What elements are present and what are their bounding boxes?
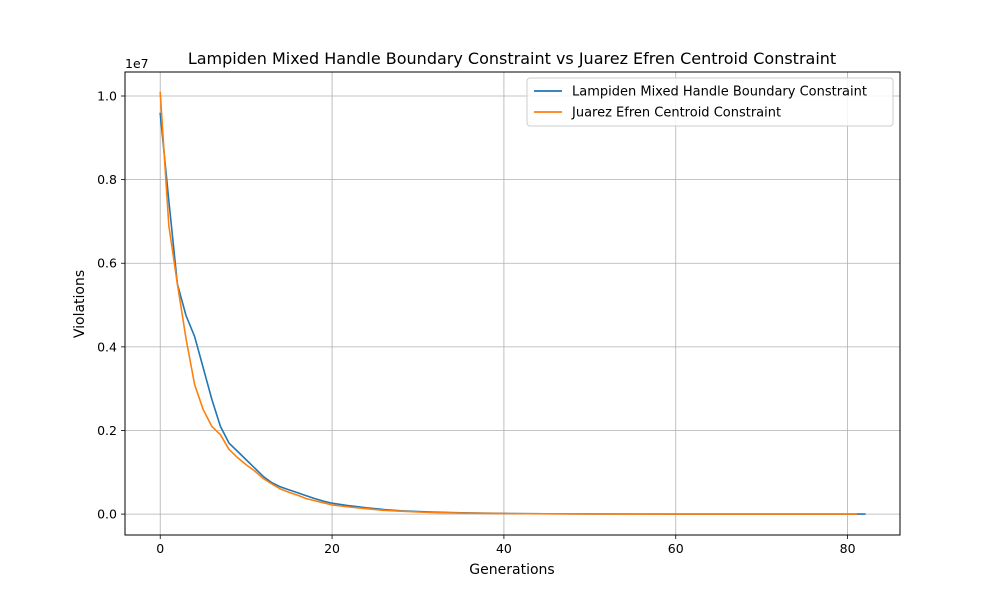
y-axis-label: Violations xyxy=(72,270,88,338)
chart-title: Lampiden Mixed Handle Boundary Constrain… xyxy=(188,49,836,68)
y-tick-label: 0.6 xyxy=(97,256,117,271)
x-tick-label: 80 xyxy=(840,541,856,556)
legend: Lampiden Mixed Handle Boundary Constrain… xyxy=(526,77,894,127)
x-tick-label: 40 xyxy=(496,541,512,556)
y-tick-label: 0.8 xyxy=(97,172,117,187)
x-tick-label: 20 xyxy=(324,541,340,556)
y-axis-offset-label: 1e7 xyxy=(125,56,149,71)
y-tick-label: 0.2 xyxy=(97,423,117,438)
y-tick-label: 1.0 xyxy=(97,88,117,103)
legend-label-1: Lampiden Mixed Handle Boundary Constrain… xyxy=(572,85,867,100)
x-tick-label: 60 xyxy=(668,541,684,556)
x-tick-label: 0 xyxy=(156,541,164,556)
y-tick-label: 0.0 xyxy=(97,507,117,522)
axis-ticks: 0 20 40 60 80 0.0 0.2 0.4 0.6 0.8 1.0 xyxy=(97,88,855,556)
legend-label-2: Juarez Efren Centroid Constraint xyxy=(571,106,781,121)
x-axis-label: Generations xyxy=(469,562,554,578)
series-lines xyxy=(159,91,866,515)
series-line-2 xyxy=(159,91,857,515)
plot-area-frame xyxy=(124,71,901,536)
y-tick-label: 0.4 xyxy=(97,339,117,354)
legend-box xyxy=(526,77,894,127)
